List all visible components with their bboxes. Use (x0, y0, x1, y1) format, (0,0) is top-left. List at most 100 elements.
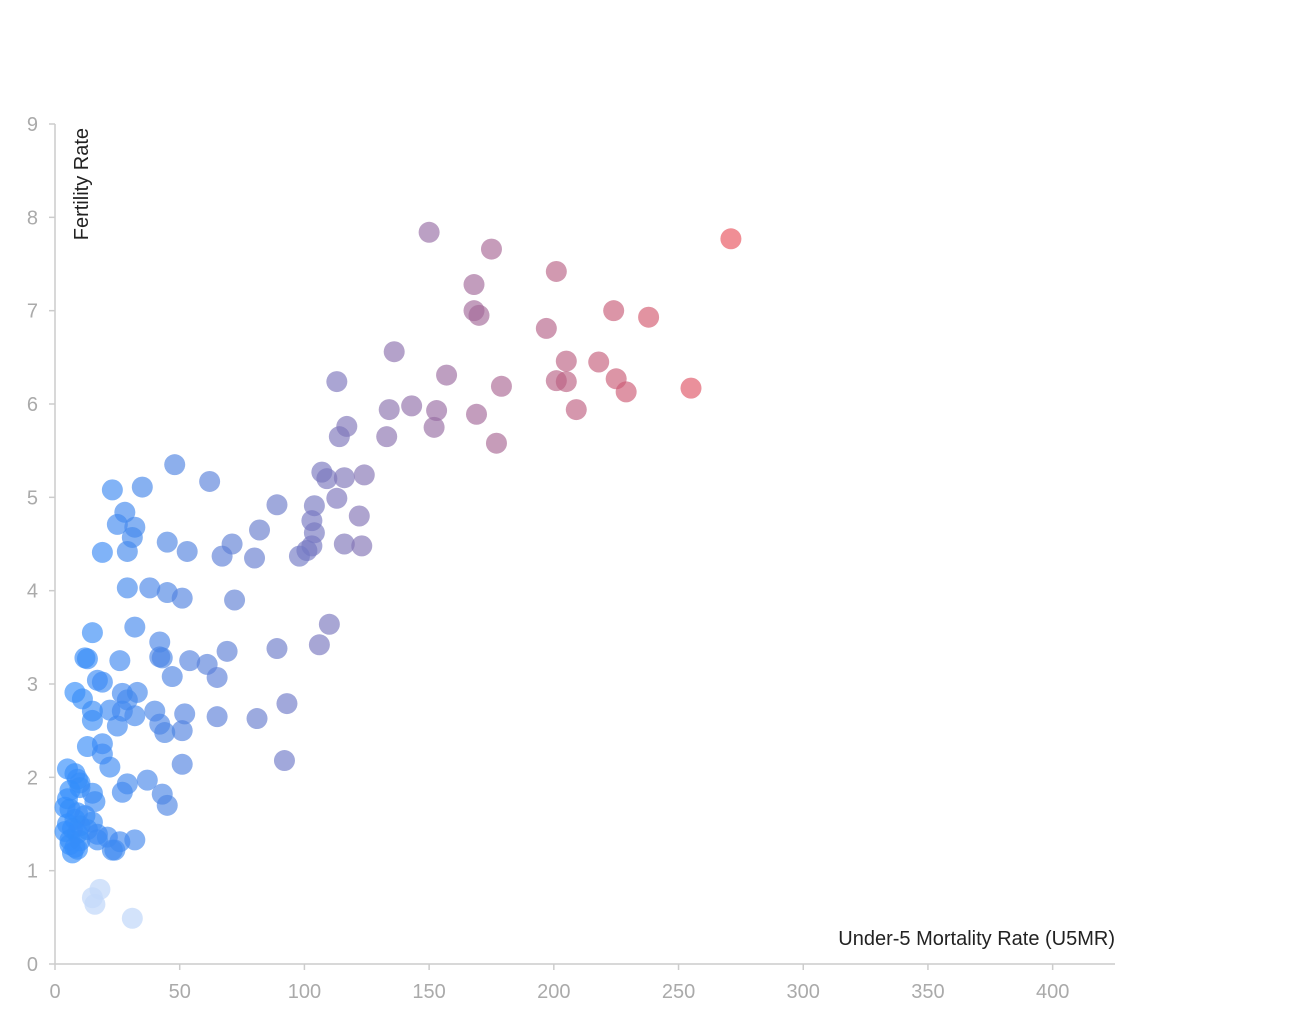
x-tick-label: 150 (412, 981, 445, 1003)
data-point (615, 381, 637, 403)
data-point (156, 531, 178, 553)
data-point (353, 464, 375, 486)
x-tick-label: 50 (169, 981, 191, 1003)
data-point (545, 260, 567, 282)
data-point (136, 769, 158, 791)
data-point (401, 395, 423, 417)
data-point (418, 221, 440, 243)
data-point (565, 399, 587, 421)
data-point (216, 640, 238, 662)
data-point (333, 533, 355, 555)
data-point (171, 587, 193, 609)
data-point (588, 351, 610, 373)
data-point (139, 577, 161, 599)
x-tick-label: 400 (1036, 981, 1069, 1003)
y-tick-label: 1 (27, 861, 38, 883)
data-point (316, 468, 338, 490)
data-point (603, 300, 625, 322)
data-point (199, 470, 221, 492)
data-point (91, 671, 113, 693)
data-point (171, 753, 193, 775)
data-point (76, 648, 98, 670)
data-point (124, 616, 146, 638)
data-point (378, 399, 400, 421)
data-point (156, 794, 178, 816)
y-axis-title: Fertility Rate (71, 128, 93, 240)
x-tick-label: 250 (662, 981, 695, 1003)
x-tick-label: 200 (537, 981, 570, 1003)
x-axis: 0 50 100 150 200 250 300 350 400 (49, 963, 1115, 1003)
data-point (490, 375, 512, 397)
y-tick-label: 9 (27, 114, 38, 136)
data-point (171, 720, 193, 742)
data-point (348, 505, 370, 527)
x-tick-label: 350 (911, 981, 944, 1003)
data-point (164, 454, 186, 476)
data-point (151, 647, 173, 669)
data-point (211, 545, 233, 567)
y-tick-label: 8 (27, 207, 38, 229)
data-point (161, 666, 183, 688)
x-tick-label: 300 (787, 981, 820, 1003)
data-point (480, 238, 502, 260)
y-tick-label: 2 (27, 767, 38, 789)
data-point (246, 708, 268, 730)
data-point (326, 371, 348, 393)
data-point (273, 750, 295, 772)
y-tick-label: 3 (27, 674, 38, 696)
data-point (111, 781, 133, 803)
data-point (376, 426, 398, 448)
data-point (91, 541, 113, 563)
x-axis-title: Under-5 Mortality Rate (U5MR) (838, 928, 1115, 950)
data-point (104, 839, 126, 861)
data-point (680, 377, 702, 399)
data-point (485, 432, 507, 454)
data-point (149, 631, 171, 653)
data-point (308, 634, 330, 656)
data-point (463, 274, 485, 296)
data-point (555, 371, 577, 393)
faded-point (84, 893, 106, 915)
data-point (468, 304, 490, 326)
y-tick-label: 7 (27, 301, 38, 323)
data-point (249, 519, 271, 541)
y-tick-label: 4 (27, 581, 38, 603)
data-point (266, 494, 288, 516)
y-tick-label: 6 (27, 394, 38, 416)
data-points (54, 221, 742, 929)
data-point (535, 317, 557, 339)
data-point (179, 650, 201, 672)
data-point (66, 838, 88, 860)
data-point (266, 638, 288, 660)
data-point (328, 426, 350, 448)
data-point (436, 364, 458, 386)
data-point (106, 513, 128, 535)
data-point (109, 650, 131, 672)
y-axis: 0 1 2 3 4 5 6 7 8 9 (27, 114, 56, 976)
faded-point (121, 907, 143, 929)
data-point (101, 479, 123, 501)
data-point (555, 350, 577, 372)
data-point (318, 613, 340, 635)
data-point (124, 705, 146, 727)
data-point (176, 540, 198, 562)
data-point (131, 476, 153, 498)
data-point (383, 341, 405, 363)
data-point (116, 540, 138, 562)
data-point (466, 403, 488, 425)
x-tick-label: 0 (49, 981, 60, 1003)
data-point (326, 487, 348, 509)
data-point (174, 703, 196, 725)
data-point (206, 706, 228, 728)
data-point (99, 756, 121, 778)
data-point (351, 535, 373, 557)
data-point (426, 400, 448, 422)
data-point (81, 622, 103, 644)
data-point (224, 589, 246, 611)
data-point (154, 722, 176, 744)
data-point (288, 545, 310, 567)
data-point (638, 306, 660, 328)
data-point (116, 577, 138, 599)
data-point (106, 715, 128, 737)
